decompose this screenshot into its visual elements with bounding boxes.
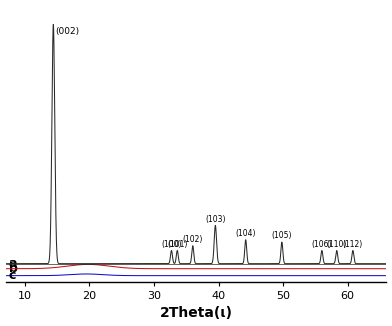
Text: (104): (104) [236,229,256,238]
Text: (102): (102) [183,235,203,244]
Text: (103): (103) [205,215,226,224]
Text: (110): (110) [327,240,347,249]
Text: (100): (100) [161,240,182,249]
Text: (112): (112) [343,240,363,249]
Text: a: a [9,257,17,270]
Text: (105): (105) [272,231,292,241]
Text: (106): (106) [312,240,332,249]
Text: b: b [9,262,18,275]
Text: (101): (101) [167,240,187,249]
X-axis label: 2Theta(ι): 2Theta(ι) [160,306,232,320]
Text: (002): (002) [55,27,80,36]
Text: c: c [9,269,16,282]
